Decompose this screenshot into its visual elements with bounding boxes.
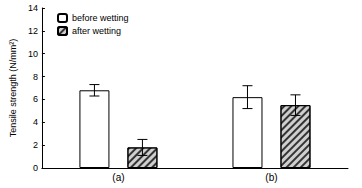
svg-text:6: 6 (33, 94, 38, 104)
svg-text:8: 8 (33, 72, 38, 82)
svg-text:Tensile strength (N/mm²): Tensile strength (N/mm²) (8, 39, 18, 138)
svg-text:2: 2 (33, 140, 38, 150)
svg-text:after wetting: after wetting (72, 26, 121, 36)
svg-text:before wetting: before wetting (72, 13, 129, 23)
svg-text:4: 4 (33, 117, 38, 127)
svg-text:(a): (a) (112, 172, 124, 183)
svg-text:0: 0 (33, 163, 38, 173)
svg-text:14: 14 (28, 3, 38, 13)
svg-text:12: 12 (28, 26, 38, 36)
svg-text:10: 10 (28, 49, 38, 59)
svg-text:(b): (b) (265, 172, 277, 183)
